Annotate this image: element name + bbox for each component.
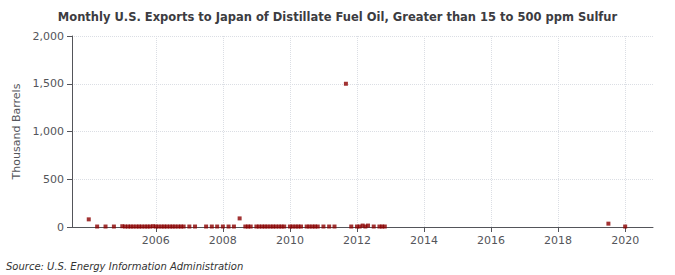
svg-text:2010: 2010	[276, 234, 304, 247]
svg-text:1,000: 1,000	[33, 125, 65, 138]
svg-text:2020: 2020	[611, 234, 639, 247]
svg-text:Monthly U.S. Exports to Japan: Monthly U.S. Exports to Japan of Distill…	[58, 10, 618, 24]
svg-text:1,500: 1,500	[33, 77, 65, 90]
svg-text:2016: 2016	[477, 234, 505, 247]
svg-text:Source: U.S. Energy Informatio: Source: U.S. Energy Information Administ…	[6, 261, 243, 272]
svg-text:2008: 2008	[209, 234, 237, 247]
svg-text:2014: 2014	[410, 234, 438, 247]
svg-text:500: 500	[43, 173, 64, 186]
svg-text:2006: 2006	[142, 234, 170, 247]
svg-text:0: 0	[57, 221, 64, 234]
svg-text:2018: 2018	[544, 234, 572, 247]
svg-text:Thousand Barrels: Thousand Barrels	[10, 83, 23, 180]
svg-text:2012: 2012	[343, 234, 371, 247]
svg-text:2,000: 2,000	[33, 30, 65, 43]
